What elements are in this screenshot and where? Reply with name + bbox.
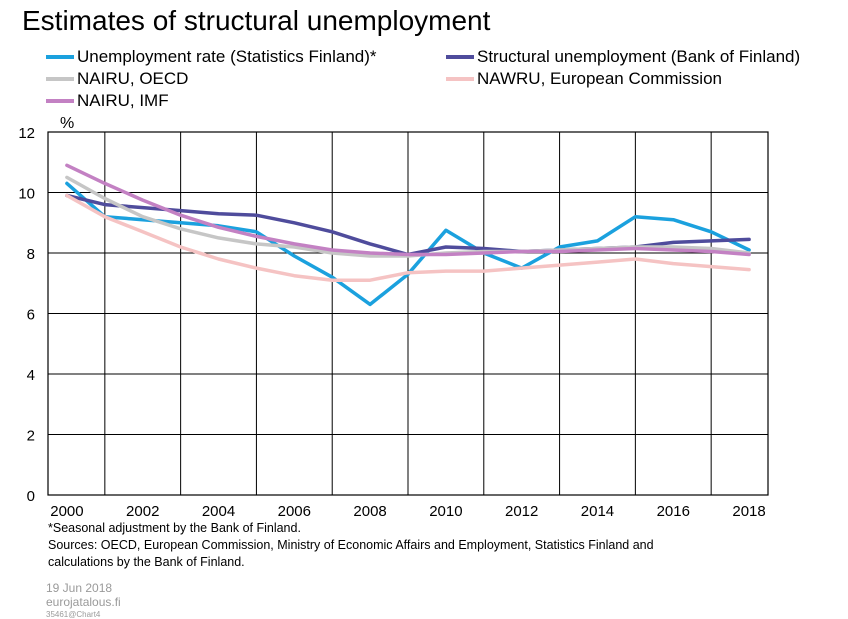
x-tick-label: 2016	[657, 503, 690, 520]
x-tick-label: 2006	[278, 503, 311, 520]
grid-lines	[48, 132, 768, 495]
legend-label-nawru-ec: NAWRU, European Commission	[477, 69, 722, 88]
y-tick-label: 6	[27, 307, 35, 324]
legend-item-nairu-oecd: NAIRU, OECD	[46, 68, 188, 90]
y-tick-label: 4	[27, 367, 35, 384]
y-tick-label: 0	[27, 488, 35, 505]
footnote-sources-cont: calculations by the Bank of Finland.	[48, 555, 245, 569]
legend-swatch-nairu-imf	[46, 99, 74, 103]
x-tick-label: 2004	[202, 503, 235, 520]
x-tick-label: 2018	[732, 503, 765, 520]
x-tick-label: 2002	[126, 503, 159, 520]
chart-code: 35461@Chart4	[46, 610, 101, 619]
legend-item-nawru-ec: NAWRU, European Commission	[446, 68, 722, 90]
legend-label-nairu-imf: NAIRU, IMF	[77, 91, 169, 110]
legend-item-structural-unemployment: Structural unemployment (Bank of Finland…	[446, 46, 800, 68]
footnote-sources: Sources: OECD, European Commission, Mini…	[48, 538, 654, 552]
legend-swatch-unemployment-rate	[46, 55, 74, 59]
plot-frame	[47, 131, 769, 496]
series-line-nairu-imf	[65, 163, 751, 257]
legend-label-nairu-oecd: NAIRU, OECD	[77, 69, 189, 88]
x-tick-label: 2012	[505, 503, 538, 520]
series-line-nawru-european-commission	[65, 193, 751, 282]
x-tick-label: 2014	[581, 503, 614, 520]
legend-swatch-nairu-oecd	[46, 77, 74, 81]
legend-swatch-structural-unemployment	[446, 55, 474, 59]
y-axis-unit-label: %	[60, 115, 74, 132]
publication-date: 19 Jun 2018	[46, 581, 113, 595]
legend-label-structural-unemployment: Structural unemployment (Bank of Finland…	[477, 47, 801, 66]
legend-label-unemployment-rate: Unemployment rate (Statistics Finland)*	[77, 47, 377, 66]
footnote-seasonal-adjustment: *Seasonal adjustment by the Bank of Finl…	[48, 521, 301, 535]
x-tick-label: 2010	[429, 503, 462, 520]
series-lines	[65, 163, 751, 307]
legend-item-unemployment-rate: Unemployment rate (Statistics Finland)*	[46, 46, 377, 68]
source-site: eurojatalous.fi	[46, 595, 121, 609]
y-tick-label: 10	[18, 186, 35, 203]
axes: 0 2 4 6 8 10 12 2000 2002 2004 2006 2008 2010 2012 201…	[18, 125, 769, 520]
chart-title: Estimates of structural unemployment	[22, 5, 491, 36]
y-tick-label: 12	[18, 125, 35, 142]
legend-swatch-nawru-ec	[446, 77, 474, 81]
y-tick-label: 8	[27, 246, 35, 263]
x-tick-label: 2008	[353, 503, 386, 520]
legend-item-nairu-imf: NAIRU, IMF	[46, 90, 169, 112]
y-tick-label: 2	[27, 428, 35, 445]
x-tick-label: 2000	[50, 503, 83, 520]
